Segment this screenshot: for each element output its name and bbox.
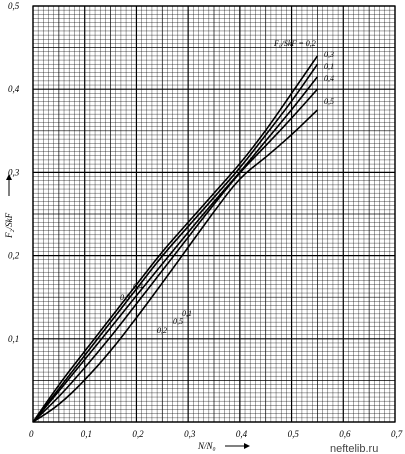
x-tick-label: 0,7 — [391, 429, 403, 439]
plot-frame — [32, 5, 396, 423]
x-tick-label: 0,4 — [236, 429, 248, 439]
grid — [32, 5, 396, 423]
y-axis-arrow — [6, 174, 12, 196]
x-tick-label: 0,6 — [339, 429, 351, 439]
x-tick-label: 0,3 — [184, 429, 196, 439]
x-tick-label: 0 — [29, 429, 34, 439]
mid-label-upper-0: 0,4 — [133, 282, 143, 291]
mid-label-lower-1: 0,5 — [173, 317, 183, 326]
y-tick-label: 0,3 — [8, 167, 20, 177]
series-line-2 — [32, 76, 319, 423]
y-tick-label: 0,1 — [8, 334, 19, 344]
series-line-4 — [32, 109, 318, 423]
series-line-0 — [32, 55, 319, 423]
right-label-0: 0,3 — [324, 50, 334, 59]
x-tick-label: 0,5 — [288, 429, 300, 439]
x-tick-label: 0,2 — [132, 429, 144, 439]
x-axis-title: N/N₀ — [197, 441, 216, 451]
watermark: neftelib.ru — [330, 443, 378, 454]
x-tick-label: 0,1 — [81, 429, 92, 439]
mid-label-upper-1: 0,3 — [120, 293, 130, 302]
mid-label-lower-0: 0,1 — [182, 309, 192, 318]
y-tick-label: 0,5 — [8, 1, 20, 11]
legend-title: F₀/SkF = 0,2 — [273, 39, 316, 48]
series-line-1 — [32, 63, 319, 423]
right-label-1: 0,1 — [324, 62, 334, 71]
right-label-2: 0,4 — [324, 74, 334, 83]
curves — [32, 55, 319, 423]
right-label-3: 0,5 — [324, 97, 334, 106]
series-line-3 — [32, 88, 319, 423]
y-tick-label: 0,4 — [8, 84, 20, 94]
x-axis-arrow — [225, 443, 250, 449]
tick-labels: 0 0,1 0,2 0,3 0,4 0,5 0,6 0,70,10,20,30,40,5 — [8, 1, 403, 439]
y-tick-label: 0,2 — [8, 251, 20, 261]
mid-label-lower-2: 0,2 — [157, 326, 167, 335]
y-axis-title: F₂/SkF — [4, 212, 14, 239]
